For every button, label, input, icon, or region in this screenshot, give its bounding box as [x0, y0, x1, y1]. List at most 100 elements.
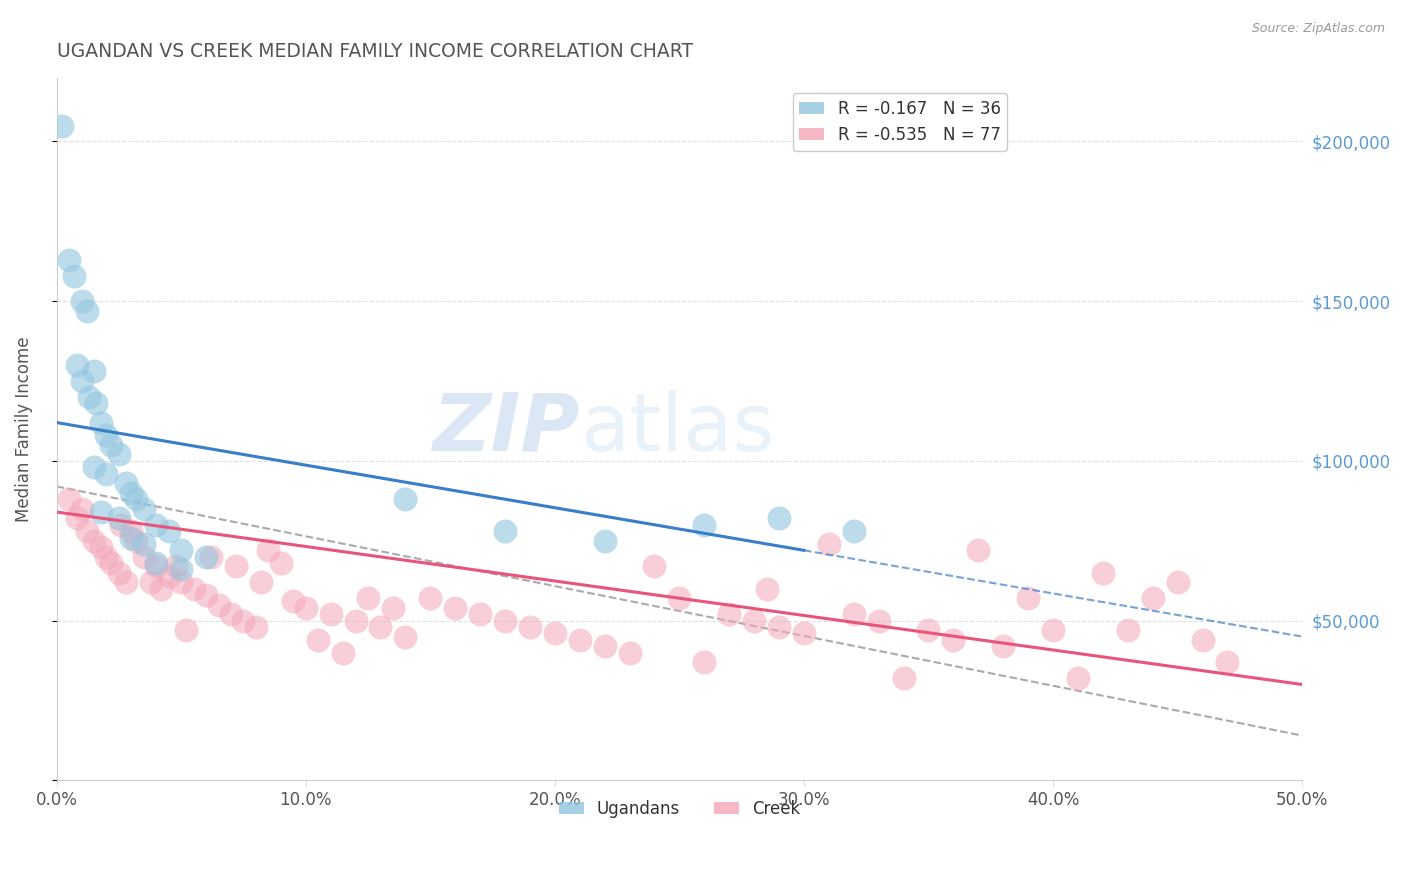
Point — [232, 614, 254, 628]
Point — [344, 614, 367, 628]
Point — [693, 655, 716, 669]
Point — [132, 537, 155, 551]
Point — [96, 467, 118, 481]
Point — [115, 575, 138, 590]
Point — [444, 600, 467, 615]
Point — [742, 614, 765, 628]
Text: ZIP: ZIP — [433, 390, 579, 468]
Point — [125, 533, 148, 548]
Point — [76, 303, 98, 318]
Point — [381, 600, 404, 615]
Point — [115, 476, 138, 491]
Point — [125, 492, 148, 507]
Point — [619, 646, 641, 660]
Point — [257, 543, 280, 558]
Point — [319, 607, 342, 622]
Point — [419, 591, 441, 606]
Point — [893, 671, 915, 685]
Point — [1191, 632, 1213, 647]
Point — [755, 582, 778, 596]
Point — [1216, 655, 1239, 669]
Point — [967, 543, 990, 558]
Point — [120, 524, 142, 538]
Point — [145, 517, 167, 532]
Point — [917, 623, 939, 637]
Point — [51, 119, 73, 133]
Point — [768, 620, 790, 634]
Point — [1167, 575, 1189, 590]
Point — [145, 559, 167, 574]
Point — [120, 485, 142, 500]
Point — [544, 626, 567, 640]
Point — [593, 639, 616, 653]
Point — [370, 620, 392, 634]
Point — [1067, 671, 1090, 685]
Point — [568, 632, 591, 647]
Point — [96, 549, 118, 564]
Point — [120, 531, 142, 545]
Point — [157, 569, 180, 583]
Point — [195, 588, 218, 602]
Point — [90, 505, 112, 519]
Point — [307, 632, 329, 647]
Point — [668, 591, 690, 606]
Point — [58, 252, 80, 267]
Point — [1091, 566, 1114, 580]
Point — [593, 533, 616, 548]
Point — [77, 390, 100, 404]
Point — [90, 416, 112, 430]
Point — [174, 623, 197, 637]
Point — [141, 575, 163, 590]
Point — [494, 614, 516, 628]
Point — [842, 524, 865, 538]
Point — [83, 364, 105, 378]
Point — [157, 524, 180, 538]
Point — [768, 511, 790, 525]
Point — [1017, 591, 1039, 606]
Point — [110, 517, 132, 532]
Point — [70, 294, 93, 309]
Point — [170, 562, 193, 576]
Point — [643, 559, 665, 574]
Point — [150, 582, 173, 596]
Point — [170, 575, 193, 590]
Point — [394, 492, 416, 507]
Point — [90, 540, 112, 554]
Point — [65, 511, 87, 525]
Y-axis label: Median Family Income: Median Family Income — [15, 336, 32, 522]
Text: UGANDAN VS CREEK MEDIAN FAMILY INCOME CORRELATION CHART: UGANDAN VS CREEK MEDIAN FAMILY INCOME CO… — [56, 42, 693, 61]
Point — [108, 511, 131, 525]
Point — [207, 598, 229, 612]
Point — [58, 492, 80, 507]
Point — [183, 582, 205, 596]
Point — [993, 639, 1015, 653]
Point — [76, 524, 98, 538]
Point — [270, 556, 292, 570]
Point — [394, 630, 416, 644]
Point — [83, 533, 105, 548]
Point — [868, 614, 890, 628]
Point — [195, 549, 218, 564]
Point — [357, 591, 380, 606]
Point — [818, 537, 841, 551]
Point — [1142, 591, 1164, 606]
Point — [1116, 623, 1139, 637]
Point — [283, 594, 305, 608]
Point — [519, 620, 541, 634]
Point — [332, 646, 354, 660]
Point — [145, 556, 167, 570]
Point — [108, 448, 131, 462]
Text: atlas: atlas — [579, 390, 775, 468]
Point — [245, 620, 267, 634]
Point — [693, 517, 716, 532]
Point — [63, 268, 86, 283]
Text: Source: ZipAtlas.com: Source: ZipAtlas.com — [1251, 22, 1385, 36]
Point — [96, 428, 118, 442]
Point — [1042, 623, 1064, 637]
Point — [70, 374, 93, 388]
Point — [494, 524, 516, 538]
Point — [100, 556, 122, 570]
Legend: Ugandans, Creek: Ugandans, Creek — [553, 793, 807, 825]
Point — [86, 396, 108, 410]
Point — [294, 600, 316, 615]
